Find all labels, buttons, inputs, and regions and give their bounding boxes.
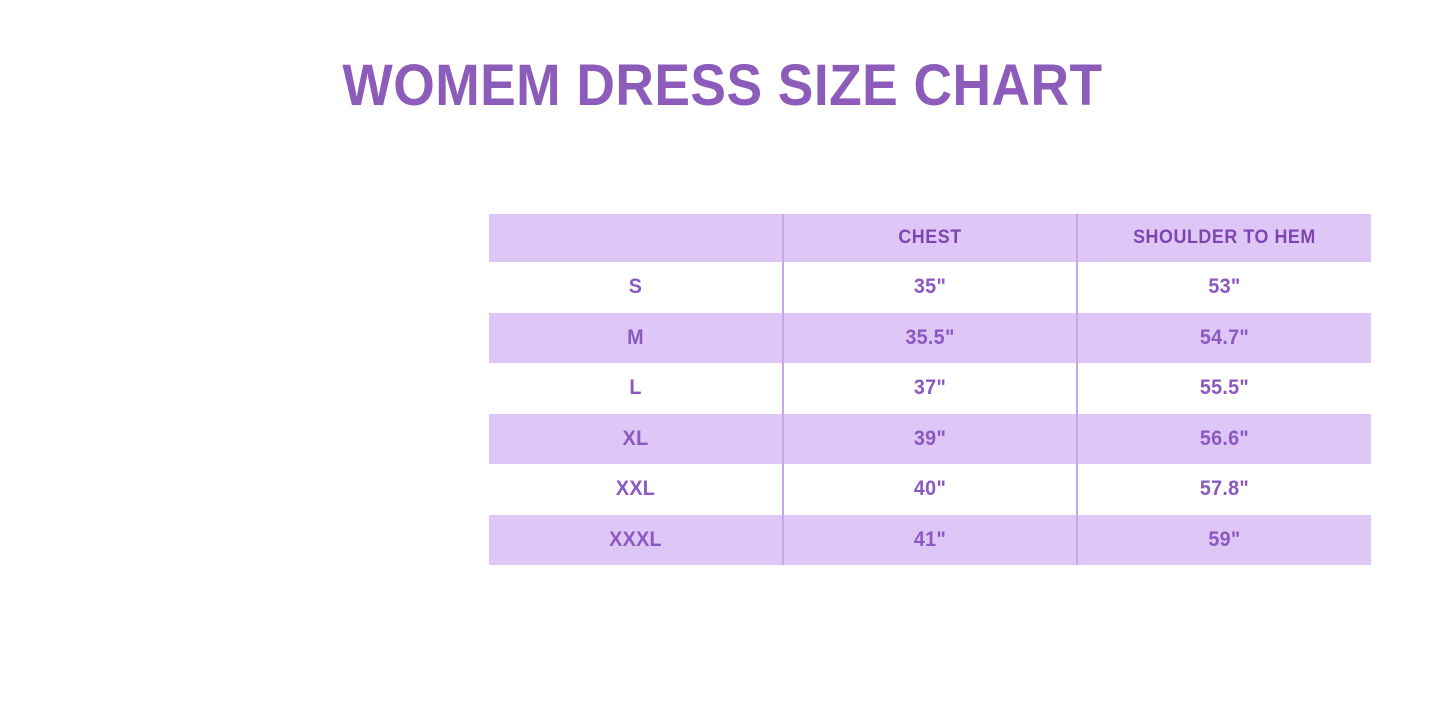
- table-row: S 35" 53": [489, 262, 1371, 313]
- cell-size: S: [628, 275, 643, 299]
- cell-size: XXXL: [609, 527, 662, 551]
- cell-shoulder-to-hem: 57.8": [1084, 464, 1363, 515]
- column-header-size: [498, 214, 774, 262]
- cell-chest: 41": [790, 514, 1069, 565]
- cell-shoulder-to-hem: 53": [1084, 262, 1363, 313]
- column-header-shoulder-to-hem: SHOULDER TO HEM: [1084, 214, 1363, 262]
- cell-size: L: [629, 376, 642, 400]
- table-header-row: CHEST SHOULDER TO HEM: [489, 214, 1371, 262]
- cell-size: M: [627, 325, 644, 349]
- table-row: M 35.5" 54.7": [489, 312, 1371, 363]
- cell-shoulder-to-hem: 59": [1084, 514, 1363, 565]
- table-row: L 37" 55.5": [489, 363, 1371, 414]
- cell-shoulder-to-hem: 55.5": [1084, 363, 1363, 414]
- table-row: XL 39" 56.6": [489, 413, 1371, 464]
- column-header-chest: CHEST: [790, 214, 1069, 262]
- cell-chest: 37": [790, 363, 1069, 414]
- cell-chest: 40": [790, 464, 1069, 515]
- cell-chest: 35": [790, 262, 1069, 313]
- page-title: WOMEM DRESS SIZE CHART: [342, 53, 1103, 118]
- cell-shoulder-to-hem: 54.7": [1084, 312, 1363, 363]
- size-chart-table: CHEST SHOULDER TO HEM S 35" 53" M 35.5" …: [489, 214, 1371, 565]
- table-row: XXXL 41" 59": [489, 514, 1371, 565]
- cell-chest: 39": [790, 413, 1069, 464]
- cell-shoulder-to-hem: 56.6": [1084, 413, 1363, 464]
- table-row: XXL 40" 57.8": [489, 464, 1371, 515]
- cell-size: XXL: [615, 477, 656, 501]
- cell-size: XL: [622, 426, 649, 450]
- table-header: CHEST SHOULDER TO HEM: [489, 214, 1371, 262]
- cell-chest: 35.5": [790, 312, 1069, 363]
- table-body: S 35" 53" M 35.5" 54.7" L 37" 55.5" XL 3…: [489, 262, 1371, 565]
